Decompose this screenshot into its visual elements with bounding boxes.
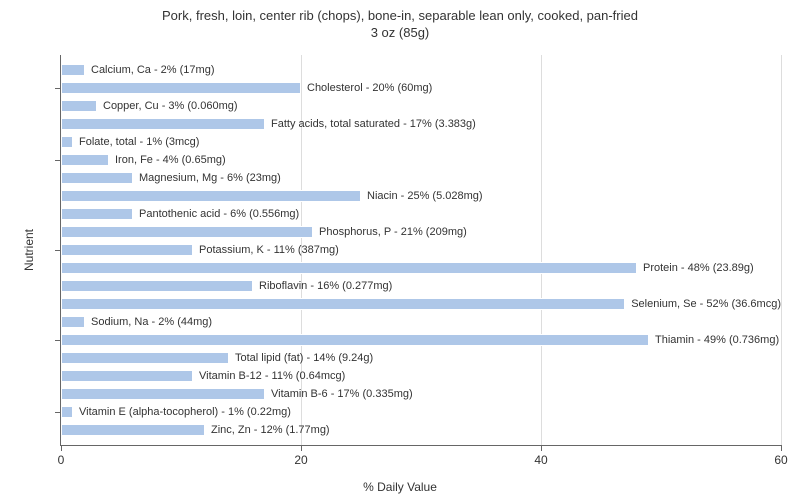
- x-axis-label: % Daily Value: [363, 480, 437, 494]
- bar-row: Zinc, Zn - 12% (1.77mg): [61, 421, 781, 439]
- x-tick-label: 40: [534, 453, 547, 467]
- bar-label: Zinc, Zn - 12% (1.77mg): [211, 425, 330, 436]
- bar-row: Phosphorus, P - 21% (209mg): [61, 223, 781, 241]
- bar-row: Protein - 48% (23.89g): [61, 259, 781, 277]
- y-tick: [55, 160, 61, 161]
- y-tick: [55, 412, 61, 413]
- bar-row: Vitamin B-12 - 11% (0.64mcg): [61, 367, 781, 385]
- nutrient-chart: Pork, fresh, loin, center rib (chops), b…: [0, 0, 800, 500]
- bar-label: Thiamin - 49% (0.736mg): [655, 335, 779, 346]
- bar-label: Folate, total - 1% (3mcg): [79, 137, 199, 148]
- bar-label: Phosphorus, P - 21% (209mg): [319, 227, 467, 238]
- x-tick: [781, 445, 782, 451]
- bar-row: Thiamin - 49% (0.736mg): [61, 331, 781, 349]
- bar: [61, 136, 73, 149]
- bar-row: Magnesium, Mg - 6% (23mg): [61, 169, 781, 187]
- bar-label: Pantothenic acid - 6% (0.556mg): [139, 209, 299, 220]
- bar-row: Iron, Fe - 4% (0.65mg): [61, 151, 781, 169]
- x-tick-label: 0: [58, 453, 65, 467]
- bar: [61, 388, 265, 401]
- bar: [61, 424, 205, 437]
- gridline: [781, 55, 782, 445]
- y-axis-label: Nutrient: [22, 229, 36, 271]
- bar: [61, 208, 133, 221]
- bar-label: Copper, Cu - 3% (0.060mg): [103, 101, 238, 112]
- bar-label: Niacin - 25% (5.028mg): [367, 191, 483, 202]
- bar-row: Folate, total - 1% (3mcg): [61, 133, 781, 151]
- chart-title: Pork, fresh, loin, center rib (chops), b…: [0, 0, 800, 42]
- bar-row: Total lipid (fat) - 14% (9.24g): [61, 349, 781, 367]
- bar-row: Vitamin E (alpha-tocopherol) - 1% (0.22m…: [61, 403, 781, 421]
- x-tick: [301, 445, 302, 451]
- bar: [61, 262, 637, 275]
- bar: [61, 334, 649, 347]
- bar: [61, 172, 133, 185]
- bar: [61, 370, 193, 383]
- bar-label: Total lipid (fat) - 14% (9.24g): [235, 353, 373, 364]
- bar: [61, 154, 109, 167]
- bar: [61, 190, 361, 203]
- bar: [61, 316, 85, 329]
- bar-label: Cholesterol - 20% (60mg): [307, 83, 432, 94]
- bar: [61, 64, 85, 77]
- bar: [61, 352, 229, 365]
- bar: [61, 406, 73, 419]
- bar-row: Vitamin B-6 - 17% (0.335mg): [61, 385, 781, 403]
- bar-label: Riboflavin - 16% (0.277mg): [259, 281, 392, 292]
- bar-row: Calcium, Ca - 2% (17mg): [61, 61, 781, 79]
- bar-label: Iron, Fe - 4% (0.65mg): [115, 155, 226, 166]
- bar-label: Vitamin E (alpha-tocopherol) - 1% (0.22m…: [79, 407, 291, 418]
- chart-title-line2: 3 oz (85g): [371, 25, 430, 40]
- bar-label: Vitamin B-6 - 17% (0.335mg): [271, 389, 413, 400]
- bars-container: Calcium, Ca - 2% (17mg) Cholesterol - 20%…: [61, 61, 781, 439]
- y-tick: [55, 250, 61, 251]
- bar-row: Pantothenic acid - 6% (0.556mg): [61, 205, 781, 223]
- bar-row: Copper, Cu - 3% (0.060mg): [61, 97, 781, 115]
- bar-label: Protein - 48% (23.89g): [643, 263, 754, 274]
- bar-row: Fatty acids, total saturated - 17% (3.38…: [61, 115, 781, 133]
- bar-label: Selenium, Se - 52% (36.6mcg): [631, 299, 781, 310]
- bar-row: Cholesterol - 20% (60mg): [61, 79, 781, 97]
- bar-row: Potassium, K - 11% (387mg): [61, 241, 781, 259]
- x-tick: [541, 445, 542, 451]
- bar: [61, 244, 193, 257]
- bar-label: Potassium, K - 11% (387mg): [199, 245, 339, 256]
- bar-label: Vitamin B-12 - 11% (0.64mcg): [199, 371, 345, 382]
- x-tick: [61, 445, 62, 451]
- bar: [61, 82, 301, 95]
- plot-area: Calcium, Ca - 2% (17mg) Cholesterol - 20%…: [60, 55, 781, 446]
- bar: [61, 100, 97, 113]
- bar-row: Niacin - 25% (5.028mg): [61, 187, 781, 205]
- chart-title-line1: Pork, fresh, loin, center rib (chops), b…: [162, 8, 638, 23]
- bar-label: Calcium, Ca - 2% (17mg): [91, 65, 214, 76]
- bar-label: Magnesium, Mg - 6% (23mg): [139, 173, 281, 184]
- bar: [61, 280, 253, 293]
- bar-label: Sodium, Na - 2% (44mg): [91, 317, 212, 328]
- x-tick-label: 20: [294, 453, 307, 467]
- bar: [61, 298, 625, 311]
- bar-row: Sodium, Na - 2% (44mg): [61, 313, 781, 331]
- bar: [61, 226, 313, 239]
- bar-row: Selenium, Se - 52% (36.6mcg): [61, 295, 781, 313]
- y-tick: [55, 88, 61, 89]
- bar-label: Fatty acids, total saturated - 17% (3.38…: [271, 119, 476, 130]
- bar-row: Riboflavin - 16% (0.277mg): [61, 277, 781, 295]
- bar: [61, 118, 265, 131]
- y-tick: [55, 340, 61, 341]
- x-tick-label: 60: [774, 453, 787, 467]
